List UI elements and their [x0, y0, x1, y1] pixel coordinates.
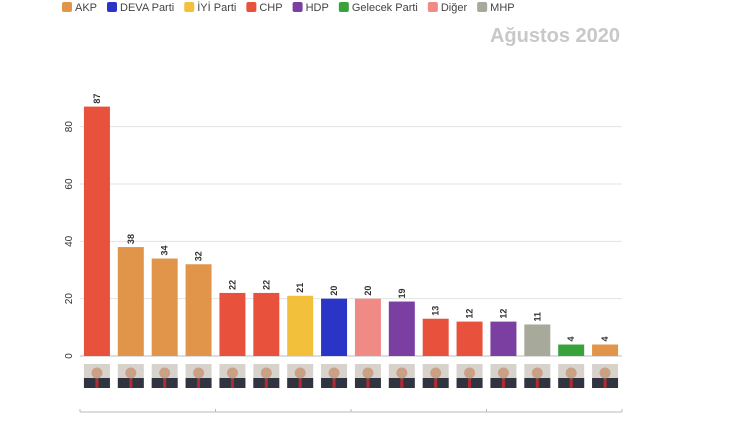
bar-10[interactable]	[422, 318, 449, 356]
y-tick-label: 80	[64, 121, 75, 133]
legend-swatch-0	[62, 2, 72, 12]
bar-0[interactable]	[83, 106, 110, 356]
legend-label-7: MHP	[490, 2, 514, 14]
bar-value-9: 19	[397, 289, 407, 299]
bar-14[interactable]	[558, 344, 585, 356]
portrait-1	[117, 364, 144, 388]
legend-swatch-6	[427, 2, 438, 12]
portrait-7	[321, 364, 348, 388]
bar-13[interactable]	[524, 324, 551, 356]
legend-label-1: DEVA Parti	[120, 2, 174, 14]
legend-swatch-2	[184, 2, 195, 12]
bar-value-12: 12	[498, 309, 508, 319]
bar-value-14: 4	[566, 337, 576, 342]
portrait-12	[490, 364, 517, 388]
bar-value-15: 4	[600, 337, 610, 342]
portrait-11	[456, 364, 483, 388]
bar-value-7: 20	[329, 286, 339, 296]
portraits	[83, 364, 619, 388]
legend-label-4: HDP	[306, 2, 329, 14]
portrait-14	[558, 364, 585, 388]
bar-value-0: 87	[92, 94, 102, 104]
legend-swatch-1	[107, 2, 118, 12]
portrait-10	[422, 364, 449, 388]
bar-value-10: 13	[431, 306, 441, 316]
portrait-8	[354, 364, 381, 388]
portrait-2	[151, 364, 178, 388]
portrait-13	[524, 364, 551, 388]
bar-2[interactable]	[151, 258, 178, 356]
portrait-3	[185, 364, 212, 388]
bar-value-2: 34	[160, 246, 170, 256]
y-tick-label: 60	[64, 178, 75, 190]
bar-3[interactable]	[185, 264, 212, 356]
legend-label-3: CHP	[259, 2, 282, 14]
bar-value-5: 22	[261, 280, 271, 290]
bar-value-1: 38	[126, 234, 136, 244]
bar-11[interactable]	[456, 321, 483, 356]
y-tick-label: 20	[64, 293, 75, 305]
legend-label-5: Gelecek Parti	[352, 2, 418, 14]
portrait-15	[592, 364, 619, 388]
portrait-5	[253, 364, 280, 388]
legend-swatch-7	[477, 2, 488, 12]
bar-12[interactable]	[490, 321, 517, 356]
bar-value-13: 11	[532, 312, 542, 322]
legend-swatch-5	[338, 2, 349, 12]
bar-7[interactable]	[321, 298, 348, 356]
x-axis	[79, 409, 623, 413]
y-tick-label: 40	[64, 235, 75, 247]
portrait-9	[388, 364, 415, 388]
legend-label-6: Diğer	[441, 2, 468, 14]
bars: 87M. Yavaş38M. Şentop34R.T. Erdoğan32B. …	[83, 94, 619, 356]
legend-label-2: İYİ Parti	[197, 1, 236, 14]
bar-value-11: 12	[465, 309, 475, 319]
bar-15[interactable]	[592, 344, 619, 356]
bar-6[interactable]	[287, 295, 314, 356]
legend-swatch-4	[292, 2, 303, 12]
bar-4[interactable]	[219, 292, 246, 356]
portrait-0	[83, 364, 110, 388]
y-tick-label: 0	[64, 353, 75, 359]
bar-value-4: 22	[227, 280, 237, 290]
bar-1[interactable]	[117, 247, 144, 356]
bar-9[interactable]	[388, 301, 415, 356]
bar-8[interactable]	[354, 298, 381, 356]
bar-value-3: 32	[194, 251, 204, 261]
legend-label-0: AKP	[75, 2, 97, 14]
chart-title: Ağustos 2020	[490, 25, 620, 47]
y-axis: 0 20 40 60 80	[64, 121, 75, 359]
bar-value-6: 21	[295, 283, 305, 293]
portrait-6	[287, 364, 314, 388]
bar-5[interactable]	[253, 292, 280, 356]
bar-value-8: 20	[363, 286, 373, 296]
portrait-4	[219, 364, 246, 388]
legend: AKP DEVA Parti İYİ Parti CHP HDP Gelecek Part…	[62, 1, 515, 14]
legend-swatch-3	[246, 2, 257, 12]
